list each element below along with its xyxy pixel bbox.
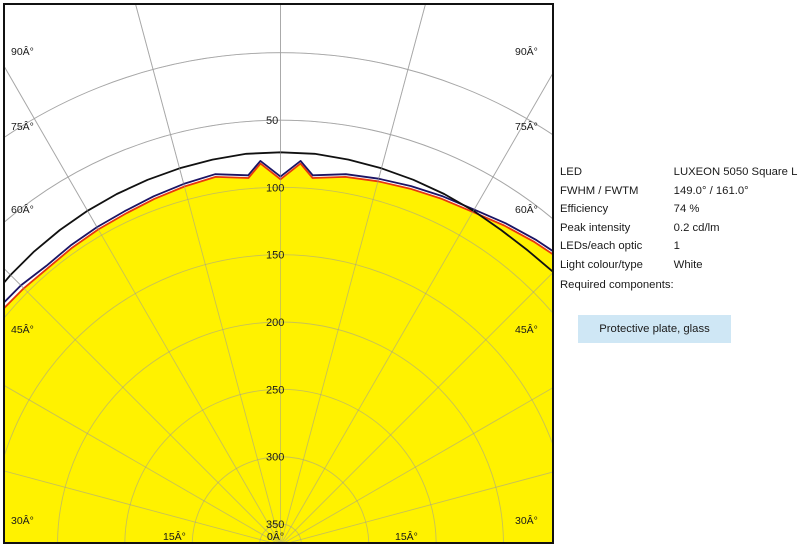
angle-tick-left: 90Â°	[11, 45, 34, 58]
spec-row: LEDs/each optic 1	[560, 240, 798, 259]
required-components-row: Required components:	[560, 278, 798, 298]
radial-tick: 300	[266, 452, 284, 464]
required-component-chip[interactable]: Protective plate, glass	[578, 315, 731, 343]
spec-key: Peak intensity	[560, 221, 631, 234]
radial-tick: 100	[266, 182, 284, 194]
angle-tick-left: 45Â°	[11, 323, 34, 336]
spec-key: LED	[560, 166, 582, 178]
polar-grid-spokes-overlay	[5, 5, 552, 542]
radial-tick: 50	[266, 115, 278, 127]
spec-key: Efficiency	[560, 203, 609, 216]
angle-tick-labels: 90Â° 75Â° 60Â° 45Â° 30Â° 15Â° 90Â° 75Â° 60Â° 45Â°…	[11, 45, 538, 543]
polar-diagram: 90Â° 75Â° 60Â° 45Â° 30Â° 15Â° 90Â° 75Â° 60Â° 45Â°…	[5, 5, 552, 543]
led-info-panel: LED LUXEON 5050 Square LES FWHM / FWTM 149.…	[558, 0, 798, 548]
polar-chart-panel: 90Â° 75Â° 60Â° 45Â° 30Â° 15Â° 90Â° 75Â° 60Â° 45Â°…	[3, 3, 554, 544]
angle-tick-center: 0Â°	[267, 530, 284, 543]
radial-tick: 150	[266, 250, 284, 262]
spec-key: Light colour/type	[560, 258, 643, 271]
radial-tick: 200	[266, 317, 284, 329]
spec-row: Light colour/type White	[560, 259, 798, 278]
spec-value: 1	[673, 240, 680, 253]
angle-tick-left: 75Â°	[11, 120, 34, 133]
angle-tick-left: 30Â°	[11, 514, 34, 527]
angle-tick-right: 45Â°	[515, 323, 538, 336]
spec-value: 74 %	[673, 203, 700, 216]
spec-key: FWHM / FWTM	[560, 184, 639, 197]
spec-value: LUXEON 5050 Square LES	[673, 166, 798, 178]
radial-tick: 350	[266, 519, 284, 531]
spec-value: White	[673, 258, 703, 271]
angle-tick-left: 15Â°	[163, 530, 186, 543]
spec-value: 0.2 cd/lm	[673, 221, 720, 234]
radial-tick-labels: 50 100 150 200 250 300 350	[266, 115, 284, 531]
spec-row: LED LUXEON 5050 Square LES	[560, 166, 798, 185]
specification-table: LED LUXEON 5050 Square LES FWHM / FWTM 149.…	[560, 166, 798, 297]
spec-row: Peak intensity 0.2 cd/lm	[560, 222, 798, 241]
spec-row: Efficiency 74 %	[560, 203, 798, 222]
intensity-curves	[5, 151, 552, 542]
angle-tick-right: 15Â°	[395, 530, 418, 543]
angle-tick-left: 60Â°	[11, 203, 34, 216]
angle-tick-right: 90Â°	[515, 45, 538, 58]
required-components-value	[674, 278, 798, 298]
spec-key: LEDs/each optic	[560, 240, 643, 253]
angle-tick-right: 75Â°	[515, 120, 538, 133]
radial-tick: 250	[266, 384, 284, 396]
spec-value: 149.0° / 161.0°	[673, 184, 749, 197]
required-components-label: Required components:	[560, 278, 674, 291]
angle-tick-right: 60Â°	[515, 203, 538, 216]
angle-tick-right: 30Â°	[515, 514, 538, 527]
spec-row: FWHM / FWTM 149.0° / 161.0°	[560, 185, 798, 204]
required-component-label: Protective plate, glass	[599, 323, 710, 335]
